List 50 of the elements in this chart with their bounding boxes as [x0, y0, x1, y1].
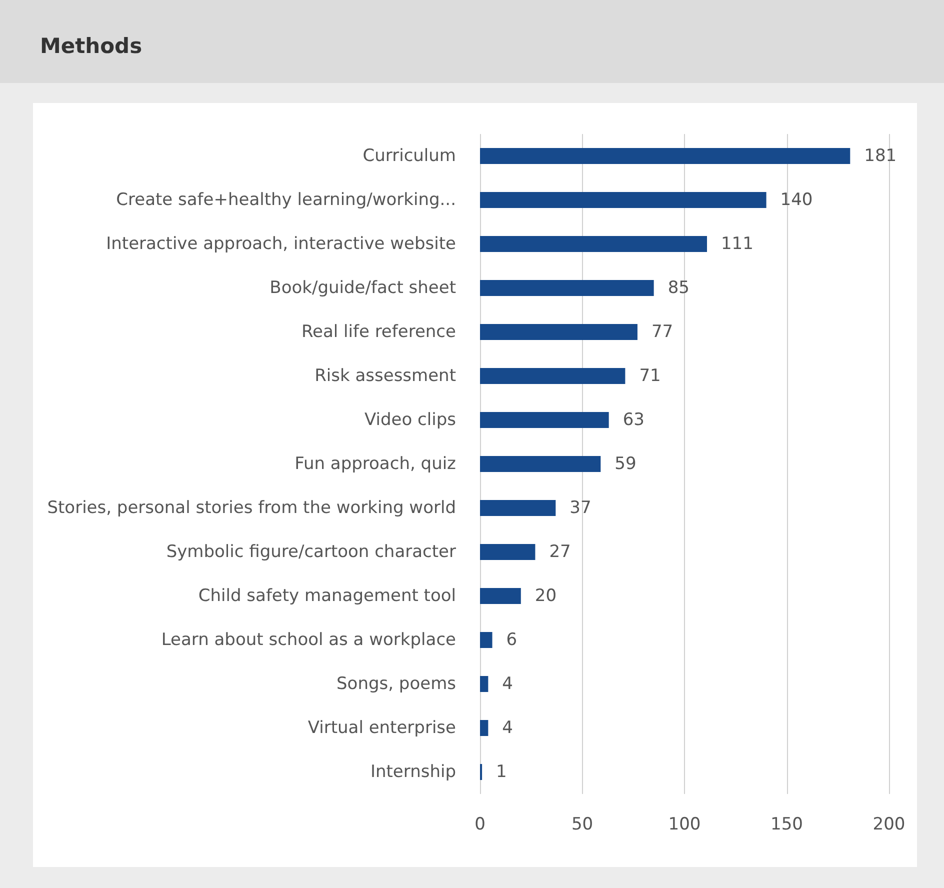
data-label: 1	[496, 762, 507, 782]
y-tick-label: Interactive approach, interactive website	[106, 234, 456, 254]
y-tick-label: Stories, personal stories from the working world	[47, 498, 456, 518]
bar	[480, 236, 707, 252]
y-tick-label: Risk assessment	[314, 366, 456, 386]
y-tick-label: Book/guide/fact sheet	[270, 278, 456, 298]
x-tick-label: 50	[571, 814, 594, 834]
bar	[480, 324, 638, 340]
bar	[480, 412, 609, 428]
bar	[480, 368, 626, 384]
data-label: 111	[720, 234, 754, 254]
data-label: 27	[549, 542, 571, 562]
y-tick-label: Learn about school as a workplace	[161, 630, 456, 650]
data-label: 59	[614, 454, 636, 474]
data-label: 20	[534, 586, 557, 606]
x-tick-label: 150	[770, 814, 803, 834]
y-tick-label: Songs, poems	[336, 674, 456, 694]
bar	[480, 676, 488, 692]
bar	[480, 588, 521, 604]
bar	[480, 280, 654, 296]
data-label: 181	[864, 146, 897, 166]
data-label: 4	[502, 718, 514, 738]
bar	[480, 500, 556, 516]
data-label: 140	[780, 190, 813, 210]
y-tick-label: Fun approach, quiz	[294, 454, 456, 474]
data-label: 63	[622, 410, 644, 430]
x-tick-label: 0	[474, 814, 486, 834]
data-label: 6	[506, 630, 518, 650]
data-label: 71	[639, 366, 661, 386]
y-tick-label: Virtual enterprise	[308, 718, 456, 738]
bar	[480, 456, 601, 472]
x-tick-label: 100	[668, 814, 701, 834]
y-tick-label: Video clips	[364, 410, 456, 430]
bar	[480, 544, 536, 560]
data-label: 4	[502, 674, 514, 694]
y-tick-label: Symbolic figure/cartoon character	[166, 542, 456, 562]
bar	[480, 192, 766, 208]
bar	[480, 632, 492, 648]
y-tick-label: Create safe+healthy learning/working...	[116, 190, 456, 210]
text: Methods	[40, 34, 142, 58]
x-tick-label: 200	[872, 814, 906, 834]
data-label: 85	[668, 278, 690, 298]
y-tick-label: Child safety management tool	[198, 586, 456, 606]
data-label: 77	[651, 322, 674, 342]
y-tick-label: Internship	[370, 762, 456, 782]
bar	[480, 148, 850, 164]
bar	[480, 720, 488, 736]
y-tick-label: Real life reference	[301, 322, 456, 342]
data-label: 37	[570, 498, 592, 518]
y-tick-label: Curriculum	[362, 146, 456, 166]
